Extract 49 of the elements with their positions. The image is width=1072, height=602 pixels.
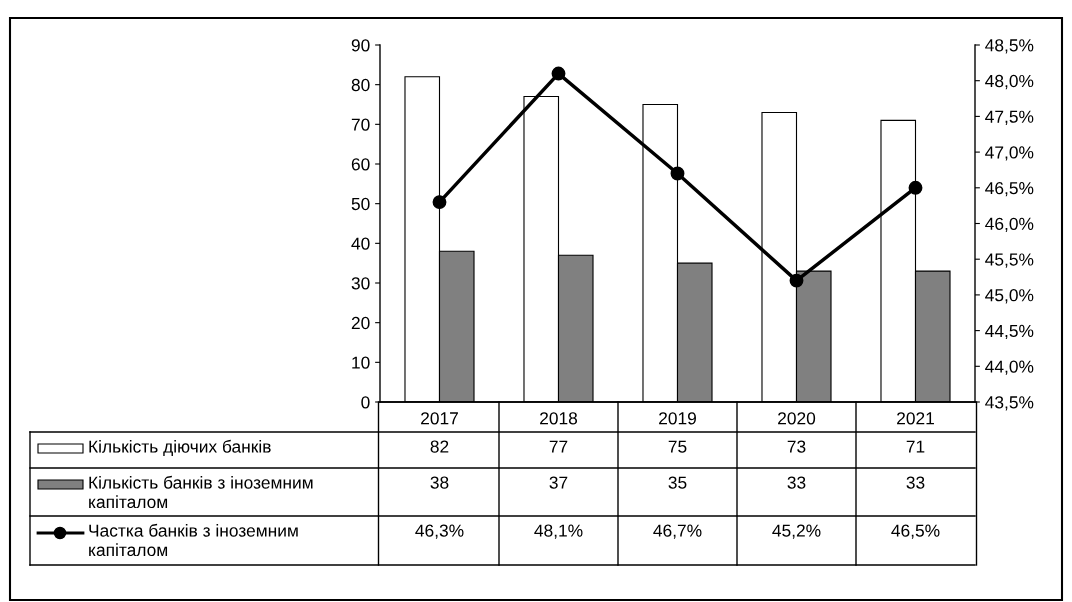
data-label: 33: [787, 476, 806, 489]
y-tick-label: 50: [351, 197, 370, 211]
y2-tick-label: 48,5%: [985, 39, 1034, 54]
data-label: 82: [430, 440, 449, 453]
data-label: 77: [549, 440, 568, 453]
data-label: 46,7%: [653, 524, 702, 539]
data-label: 38: [430, 476, 449, 489]
point: [908, 180, 923, 195]
point: [670, 166, 685, 181]
legend-label: Кількість діючих банків: [89, 439, 271, 457]
y-tick-label: 30: [351, 277, 370, 290]
x-tick-label: 2017: [421, 412, 458, 425]
legend-label: Кількість банків з іноземним капіталом: [89, 475, 313, 509]
point: [551, 66, 566, 81]
data-label: 46,3%: [415, 524, 464, 539]
y-tick-label: 10: [352, 356, 370, 369]
x-tick-label: 2020: [778, 412, 816, 425]
data-label: 48,1%: [534, 524, 583, 539]
y2-tick-label: 44,0%: [985, 360, 1034, 375]
y-tick-label: 0: [361, 396, 370, 409]
x-tick-label: 2021: [897, 412, 934, 425]
data-label: 46,5%: [891, 524, 940, 539]
y2-tick-label: 45,5%: [985, 253, 1034, 268]
data-label: 37: [549, 476, 568, 489]
y2-tick-label: 43,5%: [985, 396, 1034, 411]
x-tick-label: 2019: [659, 412, 696, 425]
point: [432, 195, 447, 210]
y2-tick-label: 47,5%: [985, 110, 1034, 125]
legend-label: Частка банків з іноземним капіталом: [89, 523, 298, 557]
y2-tick-label: 48,0%: [985, 74, 1034, 90]
y2-tick-label: 46,0%: [985, 217, 1034, 233]
data-label: 73: [787, 440, 806, 453]
y2-tick-label: 46,5%: [985, 181, 1034, 197]
data-label: 71: [906, 440, 925, 453]
x-tick-label: 2018: [540, 412, 578, 425]
y2-tick-label: 45,0%: [985, 289, 1034, 304]
y-tick-label: 70: [351, 118, 370, 131]
y-tick-label: 20: [351, 316, 370, 330]
data-label: 35: [668, 476, 687, 489]
y2-tick-label: 44,5%: [985, 324, 1034, 340]
y-tick-label: 40: [351, 237, 370, 250]
point: [789, 273, 804, 288]
y-tick-label: 60: [351, 158, 370, 171]
data-label: 33: [906, 476, 925, 489]
data-label: 75: [668, 440, 687, 453]
y-tick-label: 80: [351, 78, 370, 92]
data-label: 45,2%: [772, 524, 821, 539]
y-tick-label: 90: [351, 39, 370, 52]
y2-tick-label: 47,0%: [985, 146, 1034, 161]
